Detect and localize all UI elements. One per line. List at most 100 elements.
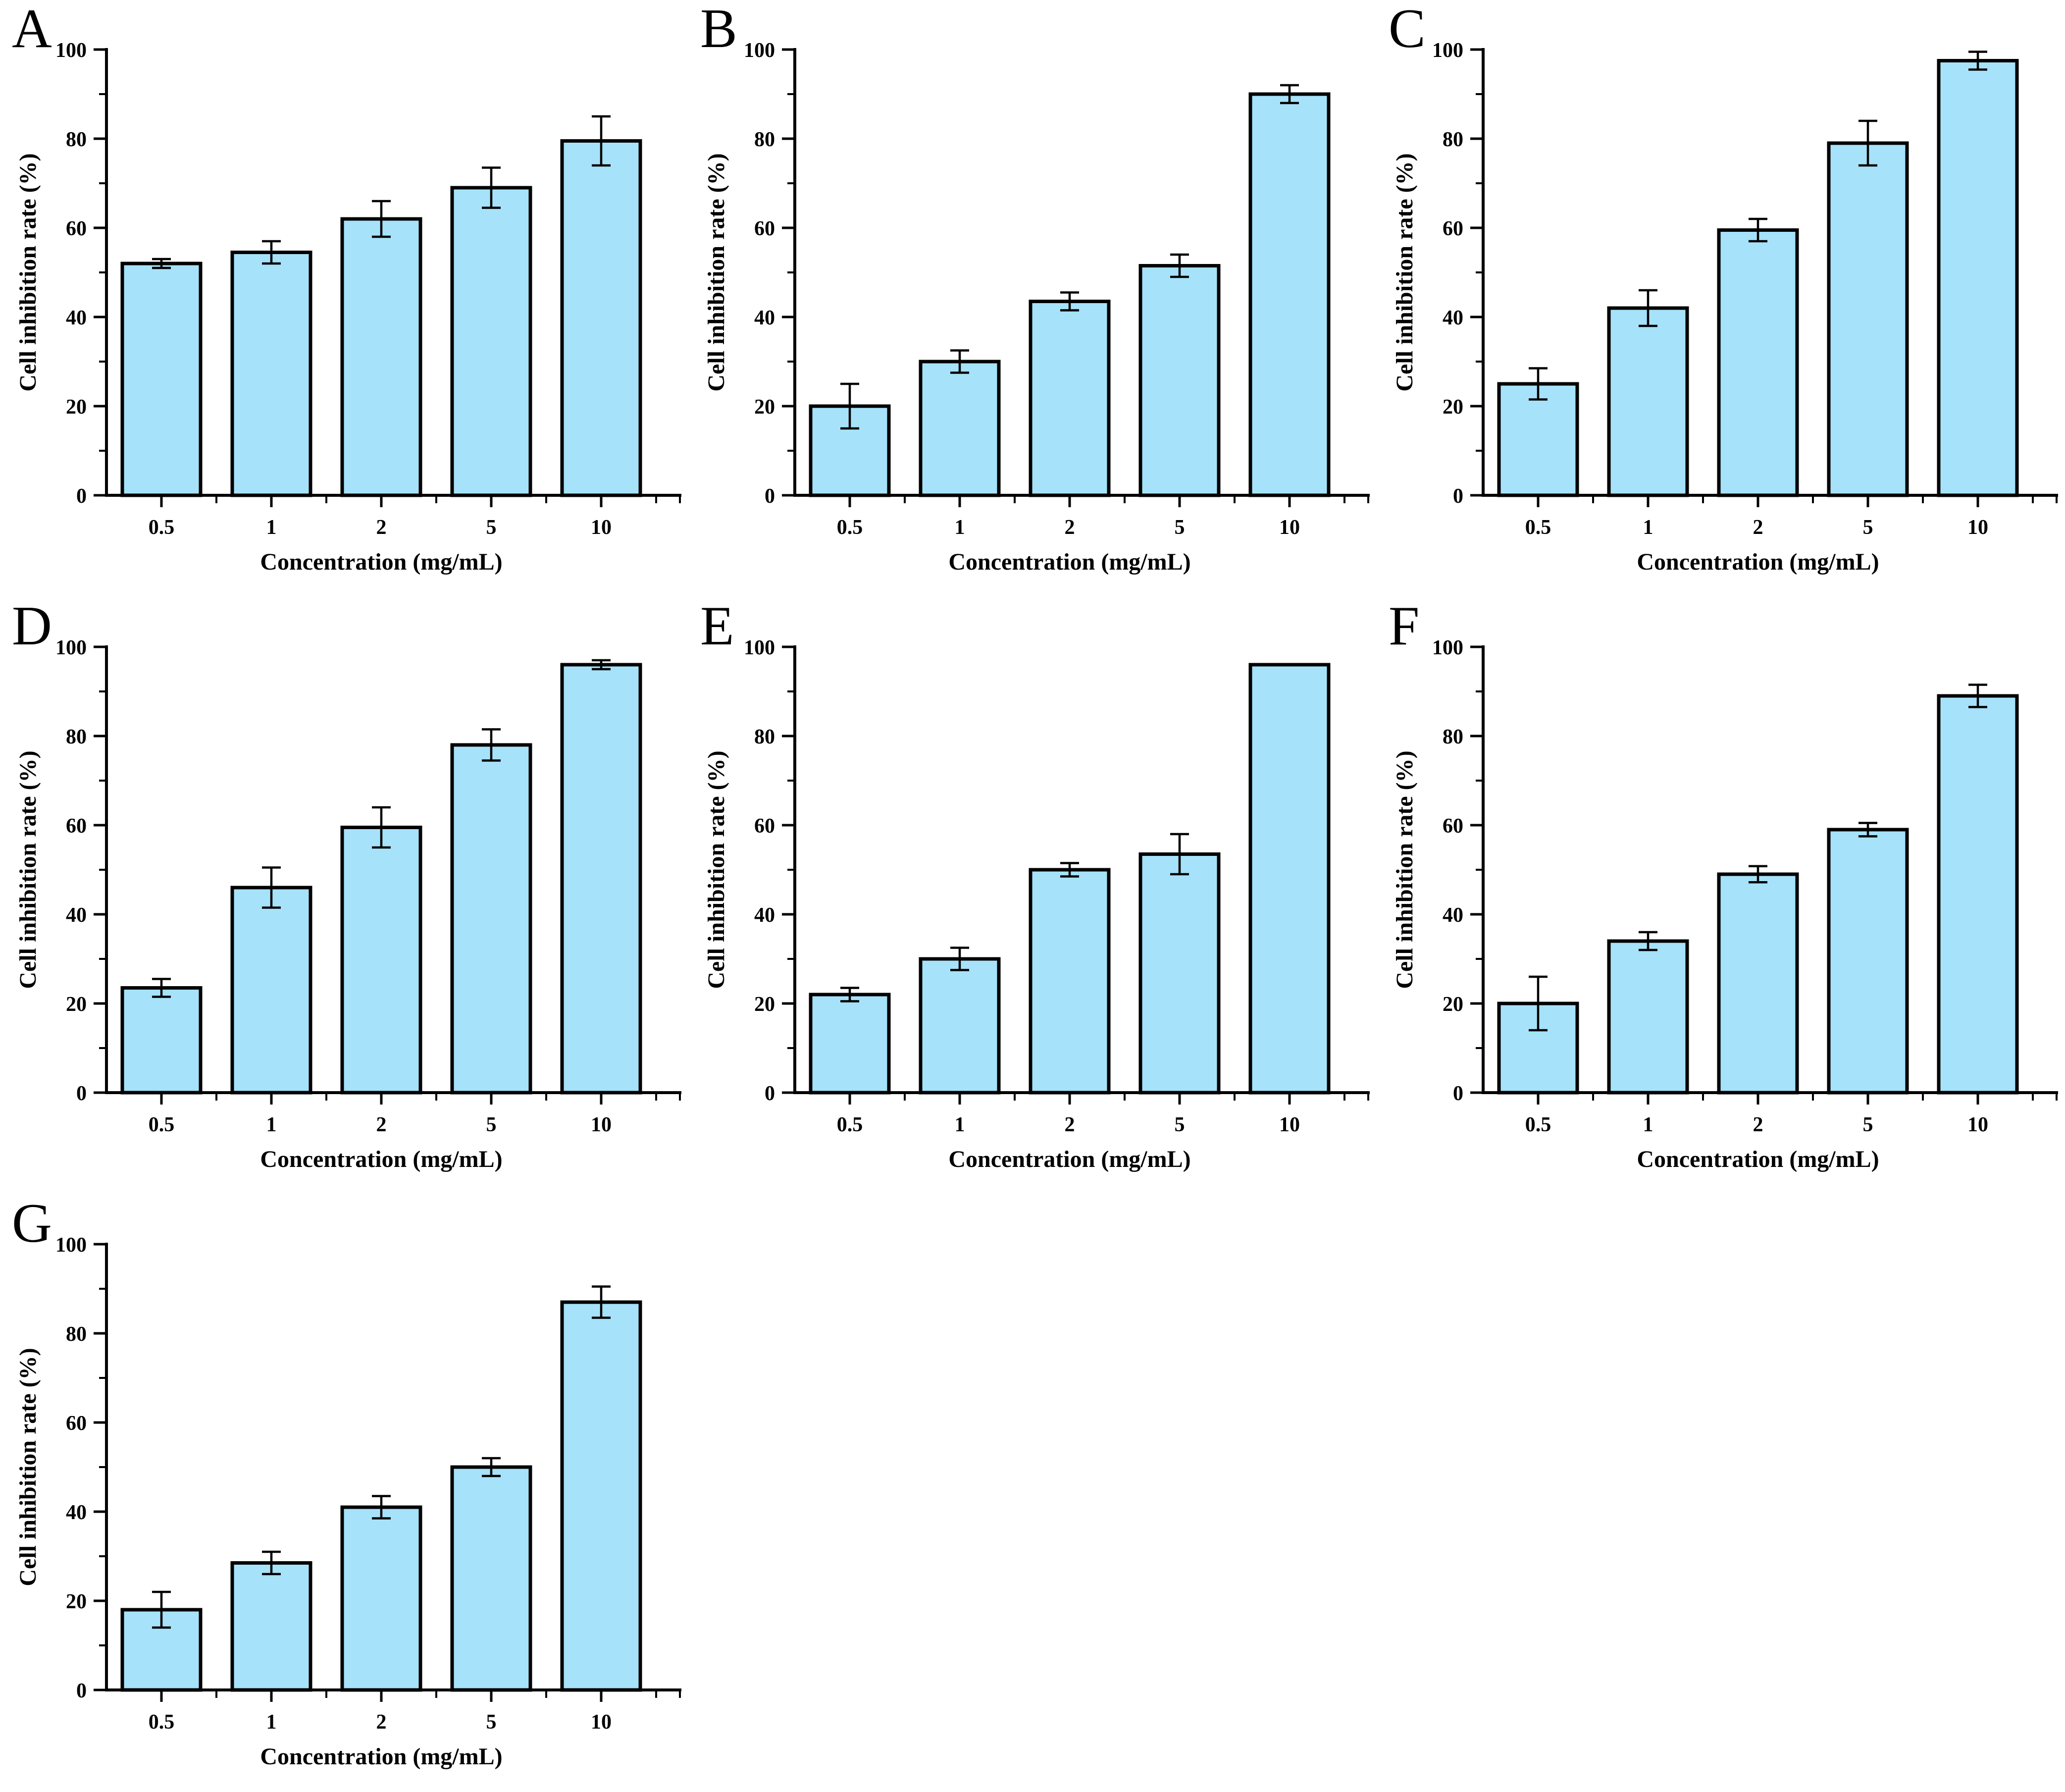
tick-label: 60 xyxy=(1443,815,1463,838)
x-tick-label: 0.5 xyxy=(837,516,863,539)
x-tick-label: 10 xyxy=(1279,1113,1300,1136)
x-tick-label: 5 xyxy=(1863,516,1873,539)
x-axis-title: Concentration (mg/mL) xyxy=(1637,1146,1879,1172)
bar xyxy=(560,1300,642,1692)
tick-label: 20 xyxy=(66,396,87,419)
panel-c: C 0 20 40 60 80 100 0.5 1 2 5 10 Concentration (mg/… xyxy=(1377,0,2065,597)
bar xyxy=(340,217,422,497)
bar xyxy=(919,957,1001,1095)
tick-label: 80 xyxy=(1443,128,1463,151)
x-tick-label: 5 xyxy=(486,1711,497,1734)
x-tick-label: 5 xyxy=(1175,516,1185,539)
x-tick-label: 2 xyxy=(1753,1113,1763,1136)
panel-e: E 0 20 40 60 80 100 0.5 1 2 5 10 Concentration (mg/… xyxy=(688,597,1377,1195)
tick-label: 100 xyxy=(55,636,87,659)
x-tick-label: 5 xyxy=(1863,1113,1873,1136)
bar xyxy=(1248,92,1331,497)
x-tick-label: 0.5 xyxy=(837,1113,863,1136)
tick-label: 100 xyxy=(744,636,775,659)
x-axis-title: Concentration (mg/mL) xyxy=(260,1146,502,1172)
bar xyxy=(1029,300,1111,497)
bar xyxy=(1937,694,2019,1095)
tick-label: 40 xyxy=(66,1501,87,1524)
tick-label: 0 xyxy=(765,485,775,508)
x-tick-label: 5 xyxy=(486,1113,497,1136)
bar xyxy=(1248,663,1331,1095)
panel-letter-e: E xyxy=(700,595,734,657)
tick-label: 0 xyxy=(765,1082,775,1105)
x-tick-label: 2 xyxy=(1065,516,1075,539)
tick-label: 100 xyxy=(1432,636,1463,659)
tick-label: 0 xyxy=(1453,1082,1463,1105)
panel-f: F 0 20 40 60 80 100 0.5 1 2 5 10 Concentration (mg/… xyxy=(1377,597,2065,1195)
bar xyxy=(230,886,312,1095)
x-tick-label: 10 xyxy=(591,1711,612,1734)
bar xyxy=(1717,872,1799,1095)
y-axis-title: Cell inhibition rate (%) xyxy=(15,750,41,989)
tick-label: 20 xyxy=(1443,993,1463,1016)
x-tick-label: 5 xyxy=(486,516,497,539)
tick-label: 80 xyxy=(66,726,87,748)
tick-label: 100 xyxy=(55,1234,87,1257)
x-tick-label: 2 xyxy=(376,1711,387,1734)
tick-label: 100 xyxy=(744,39,775,62)
tick-label: 40 xyxy=(754,307,775,329)
x-tick-label: 2 xyxy=(1065,1113,1075,1136)
tick-label: 60 xyxy=(754,217,775,240)
x-tick-label: 1 xyxy=(266,1711,277,1734)
bar xyxy=(919,360,1001,497)
tick-label: 60 xyxy=(1443,217,1463,240)
x-axis-title: Concentration (mg/mL) xyxy=(260,1743,502,1770)
x-tick-label: 2 xyxy=(376,1113,387,1136)
x-tick-label: 10 xyxy=(1967,1113,1988,1136)
bar xyxy=(230,1561,312,1692)
tick-label: 60 xyxy=(66,1412,87,1435)
tick-label: 40 xyxy=(754,904,775,927)
bar xyxy=(1138,264,1221,497)
tick-label: 20 xyxy=(754,396,775,419)
tick-label: 80 xyxy=(66,1323,87,1346)
bar-chart-b: 0 20 40 60 80 100 0.5 1 2 5 10 Concentration (mg/mL… xyxy=(703,39,1370,575)
tick-label: 80 xyxy=(754,726,775,748)
x-axis-title: Concentration (mg/mL) xyxy=(260,549,502,575)
panel-letter-g: G xyxy=(12,1193,52,1254)
bar-chart-e: 0 20 40 60 80 100 0.5 1 2 5 10 Concentration (mg/mL… xyxy=(703,636,1370,1172)
bar xyxy=(120,262,203,497)
panel-letter-b: B xyxy=(700,0,737,59)
y-axis-title: Cell inhibition rate (%) xyxy=(703,153,729,391)
x-tick-label: 2 xyxy=(376,516,387,539)
x-tick-label: 0.5 xyxy=(149,1711,175,1734)
bar-chart-d: 0 20 40 60 80 100 0.5 1 2 5 10 Concentration (mg/mL… xyxy=(15,636,681,1172)
bar-chart-f: 0 20 40 60 80 100 0.5 1 2 5 10 Concentration (mg/mL… xyxy=(1392,636,2058,1172)
tick-label: 40 xyxy=(66,307,87,329)
bar xyxy=(1138,852,1221,1095)
x-tick-label: 1 xyxy=(266,516,277,539)
panel-letter-c: C xyxy=(1389,0,1426,59)
tick-label: 80 xyxy=(754,128,775,151)
panel-g: G 0 20 40 60 80 100 0.5 1 2 5 10 Concentration (mg/… xyxy=(0,1195,688,1792)
panel-b: B 0 20 40 60 80 100 0.5 1 2 5 10 Concentration (mg/… xyxy=(688,0,1377,597)
bar xyxy=(1827,141,1909,497)
bar xyxy=(1827,828,1909,1095)
x-tick-label: 1 xyxy=(1643,1113,1653,1136)
panel-letter-f: F xyxy=(1389,595,1420,657)
bar xyxy=(1937,59,2019,497)
tick-label: 0 xyxy=(76,1680,87,1702)
bar xyxy=(1607,939,1689,1095)
bar xyxy=(1607,306,1689,497)
bar xyxy=(450,186,532,497)
tick-label: 20 xyxy=(66,993,87,1016)
x-tick-label: 1 xyxy=(955,1113,965,1136)
tick-label: 20 xyxy=(66,1590,87,1613)
tick-label: 100 xyxy=(55,39,87,62)
x-tick-label: 0.5 xyxy=(1525,516,1551,539)
x-tick-label: 10 xyxy=(591,516,612,539)
x-axis-title: Concentration (mg/mL) xyxy=(1637,549,1879,575)
x-tick-label: 0.5 xyxy=(149,1113,175,1136)
x-tick-label: 1 xyxy=(266,1113,277,1136)
bar xyxy=(340,1505,422,1692)
x-tick-label: 2 xyxy=(1753,516,1763,539)
x-axis-title: Concentration (mg/mL) xyxy=(948,1146,1190,1172)
tick-label: 80 xyxy=(66,128,87,151)
